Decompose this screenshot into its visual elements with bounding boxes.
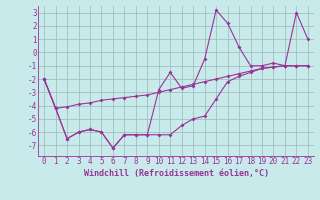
X-axis label: Windchill (Refroidissement éolien,°C): Windchill (Refroidissement éolien,°C) [84, 169, 268, 178]
